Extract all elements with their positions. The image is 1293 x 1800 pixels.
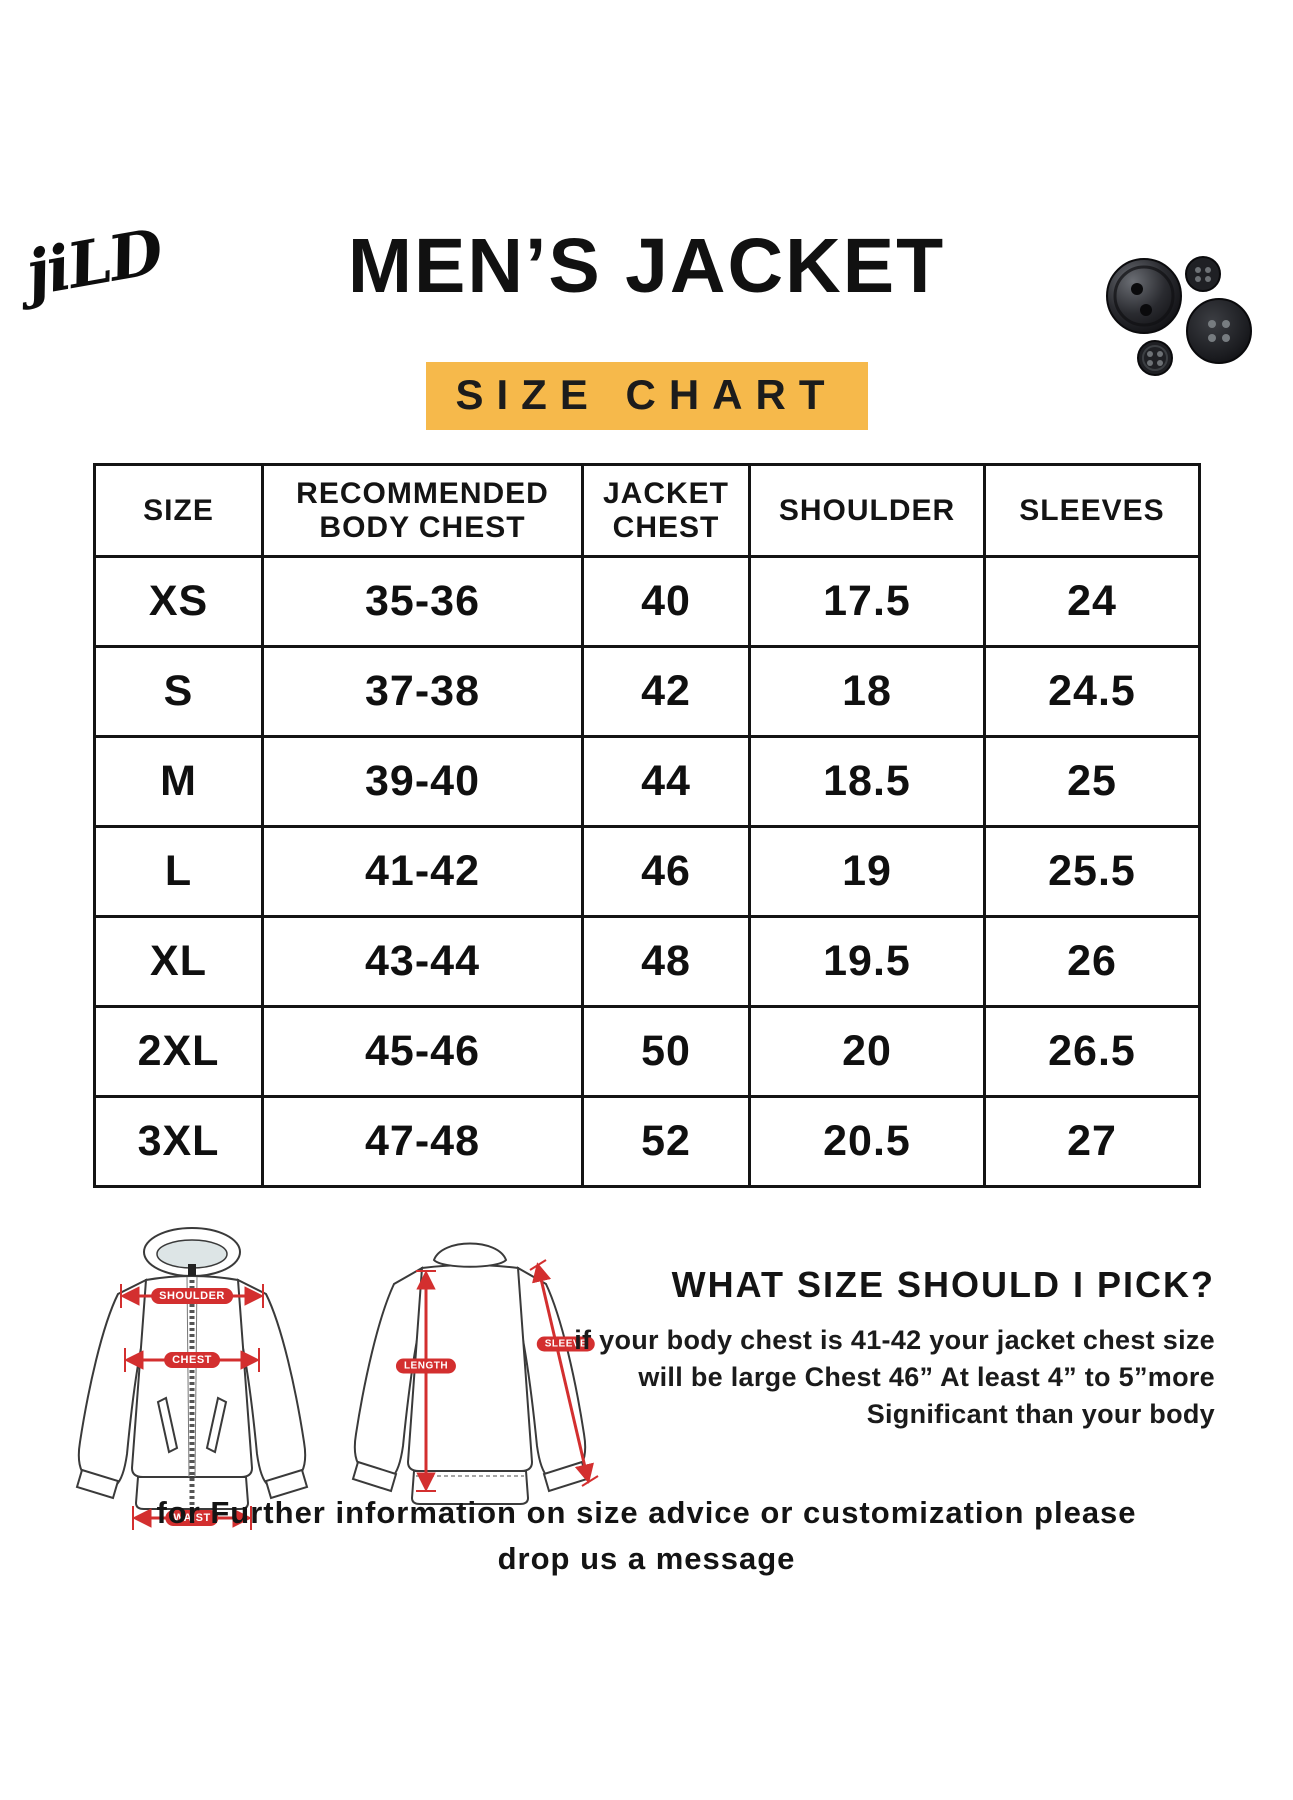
cell-body-chest: 45-46	[261, 1005, 584, 1098]
col-header-shoulder: SHOULDER	[748, 463, 986, 558]
jacket-back-illustration	[351, 1242, 599, 1505]
col-header-body-chest: RECOMMENDED BODY CHEST	[261, 463, 584, 558]
measure-label-waist: WAIST	[165, 1510, 219, 1526]
cell-jacket-chest: 40	[581, 555, 751, 648]
cell-sleeves: 26	[983, 915, 1201, 1008]
cell-jacket-chest: 52	[581, 1095, 751, 1188]
measure-label-length: LENGTH	[395, 1358, 457, 1374]
footer-line-1: for Further information on size advice o…	[156, 1495, 1137, 1530]
cell-size: S	[93, 645, 264, 738]
cell-sleeves: 27	[983, 1095, 1201, 1188]
cell-shoulder: 19	[748, 825, 986, 918]
jacket-back-diagram: LENGTH SLEEVE	[330, 1222, 610, 1534]
advice-line-1: if your body chest is 41-42 your jacket …	[574, 1325, 1215, 1355]
cell-body-chest: 47-48	[261, 1095, 584, 1188]
table-row: 3XL 47-48 52 20.5 27	[93, 1095, 1201, 1188]
cell-jacket-chest: 50	[581, 1005, 751, 1098]
cell-body-chest: 37-38	[261, 645, 584, 738]
cell-jacket-chest: 42	[581, 645, 751, 738]
advice-line-3: Significant than your body	[866, 1399, 1215, 1429]
table-row: S 37-38 42 18 24.5	[93, 645, 1201, 738]
cell-sleeves: 25.5	[983, 825, 1201, 918]
col-header-sleeves: SLEEVES	[983, 463, 1201, 558]
jacket-front-illustration	[75, 1227, 309, 1530]
cell-sleeves: 25	[983, 735, 1201, 828]
table-row: XS 35-36 40 17.5 24	[93, 555, 1201, 648]
cell-size: XL	[93, 915, 264, 1008]
cell-size: L	[93, 825, 264, 918]
table-row: M 39-40 44 18.5 25	[93, 735, 1201, 828]
cell-shoulder: 17.5	[748, 555, 986, 648]
col-header-jacket-chest: JACKET CHEST	[581, 463, 751, 558]
cell-jacket-chest: 48	[581, 915, 751, 1008]
advice-line-2: will be large Chest 46” At least 4” to 5…	[638, 1362, 1215, 1392]
cell-sleeves: 26.5	[983, 1005, 1201, 1098]
cell-sleeves: 24.5	[983, 645, 1201, 738]
footer-line-2: drop us a message	[497, 1541, 796, 1576]
col-header-size: SIZE	[93, 463, 264, 558]
cell-size: M	[93, 735, 264, 828]
measure-label-sleeve: SLEEVE	[536, 1336, 596, 1352]
cell-size: XS	[93, 555, 264, 648]
advice-heading: WHAT SIZE SHOULD I PICK?	[671, 1264, 1215, 1305]
buttons-illustration	[1106, 256, 1252, 376]
table-row: 2XL 45-46 50 20 26.5	[93, 1005, 1201, 1098]
cell-size: 2XL	[93, 1005, 264, 1098]
cell-body-chest: 41-42	[261, 825, 584, 918]
footer-note: for Further information on size advice o…	[0, 1490, 1293, 1582]
cell-jacket-chest: 44	[581, 735, 751, 828]
size-table: SIZE RECOMMENDED BODY CHEST JACKET CHEST…	[93, 463, 1201, 1188]
cell-body-chest: 43-44	[261, 915, 584, 1008]
cell-shoulder: 18	[748, 645, 986, 738]
size-chart-banner: SIZE CHART	[425, 362, 868, 430]
cell-jacket-chest: 46	[581, 825, 751, 918]
table-row: L 41-42 46 19 25.5	[93, 825, 1201, 918]
measure-label-shoulder: SHOULDER	[151, 1288, 233, 1304]
jacket-front-diagram: SHOULDER CHEST WAIST	[58, 1222, 326, 1534]
table-row: XL 43-44 48 19.5 26	[93, 915, 1201, 1008]
measure-label-chest: CHEST	[164, 1352, 220, 1368]
cell-shoulder: 18.5	[748, 735, 986, 828]
cell-shoulder: 20.5	[748, 1095, 986, 1188]
table-header-row: SIZE RECOMMENDED BODY CHEST JACKET CHEST…	[93, 463, 1201, 558]
size-advice-section: WHAT SIZE SHOULD I PICK? if your body ch…	[555, 1264, 1215, 1433]
cell-body-chest: 39-40	[261, 735, 584, 828]
page-title: MEN’S JACKET	[347, 223, 946, 309]
cell-size: 3XL	[93, 1095, 264, 1188]
cell-sleeves: 24	[983, 555, 1201, 648]
cell-shoulder: 20	[748, 1005, 986, 1098]
jacket-buttons-image	[1096, 252, 1260, 386]
cell-shoulder: 19.5	[748, 915, 986, 1008]
cell-body-chest: 35-36	[261, 555, 584, 648]
